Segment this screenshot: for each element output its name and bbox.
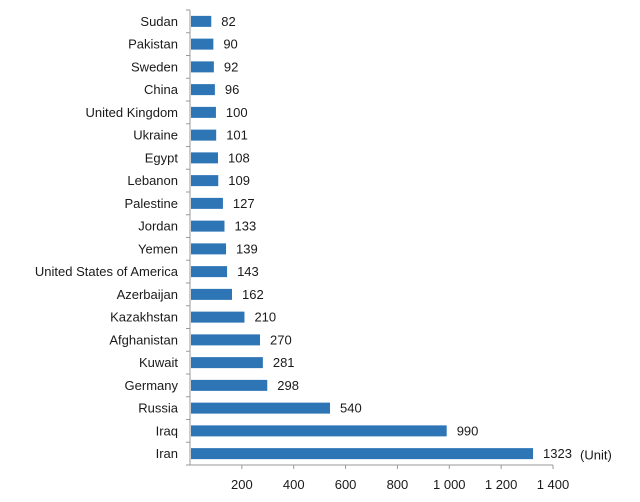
bar-pakistan: [191, 38, 214, 50]
value-label: 127: [233, 196, 255, 211]
value-labels: 82 90 92 96 100 101 108 109 127 133 139 143 162 210 27…: [221, 14, 572, 461]
category-label: United States of America: [35, 264, 179, 279]
category-label: Sweden: [131, 59, 178, 74]
value-label: 281: [273, 355, 295, 370]
bar-palestine: [191, 197, 223, 209]
bar-iran: [191, 448, 534, 460]
value-label: 109: [228, 173, 250, 188]
category-labels: Sudan Pakistan Sweden China United Kingdom Uk…: [35, 14, 179, 461]
value-label: 143: [237, 264, 259, 279]
bar-sweden: [191, 61, 214, 73]
category-label: Germany: [125, 378, 179, 393]
x-tick-label: 1 200: [485, 477, 518, 492]
bar-ukraine: [191, 129, 217, 141]
value-label: 101: [226, 128, 248, 143]
value-label: 100: [226, 105, 248, 120]
value-label: 162: [242, 287, 264, 302]
category-label: Russia: [138, 401, 179, 416]
value-label: 210: [254, 310, 276, 325]
value-label: 90: [223, 37, 237, 52]
value-label: 270: [270, 332, 292, 347]
value-label: 108: [228, 150, 250, 165]
category-label: Lebanon: [127, 173, 178, 188]
bar-egypt: [191, 152, 219, 164]
bars-group: [191, 15, 534, 460]
bar-germany: [191, 379, 268, 391]
bar-united-kingdom: [191, 106, 216, 118]
category-label: Egypt: [145, 150, 179, 165]
category-label: Iraq: [156, 423, 178, 438]
x-tick-label: 800: [387, 477, 409, 492]
bar-kuwait: [191, 357, 263, 369]
category-label: Iran: [156, 446, 178, 461]
value-label: 298: [277, 378, 299, 393]
x-tick-label: 400: [283, 477, 305, 492]
bar-yemen: [191, 243, 227, 255]
value-label: 1323: [543, 446, 572, 461]
bar-azerbaijan: [191, 288, 233, 300]
category-label: Afghanistan: [109, 332, 178, 347]
bar-iraq: [191, 425, 447, 437]
unit-label: (Unit): [580, 448, 612, 463]
x-axis-ticks: 200 400 600 800 1 000 1 200 1 400: [186, 9, 570, 492]
value-label: 92: [224, 59, 238, 74]
category-label: Azerbaijan: [117, 287, 178, 302]
x-tick-label: 200: [231, 477, 253, 492]
category-label: Jordan: [138, 219, 178, 234]
value-label: 540: [340, 401, 362, 416]
bar-kazakhstan: [191, 311, 245, 323]
value-label: 133: [234, 219, 256, 234]
category-label: United Kingdom: [86, 105, 179, 120]
category-label: Yemen: [138, 241, 178, 256]
category-label: Ukraine: [133, 128, 178, 143]
bar-sudan: [191, 15, 212, 27]
value-label: 139: [236, 241, 258, 256]
bar-jordan: [191, 220, 225, 232]
category-label: Kazakhstan: [110, 310, 178, 325]
category-label: Pakistan: [128, 37, 178, 52]
category-label: Sudan: [140, 14, 178, 29]
value-label: 96: [225, 82, 239, 97]
x-tick-label: 1 000: [433, 477, 466, 492]
bar-afghanistan: [191, 334, 261, 346]
bar-united-states-of-america: [191, 266, 228, 278]
bar-lebanon: [191, 175, 219, 187]
x-tick-label: 600: [335, 477, 357, 492]
bar-china: [191, 84, 215, 96]
category-label: China: [144, 82, 179, 97]
category-label: Kuwait: [139, 355, 178, 370]
category-label: Palestine: [125, 196, 178, 211]
value-label: 990: [457, 423, 479, 438]
x-tick-label: 1 400: [537, 477, 570, 492]
bar-russia: [191, 402, 331, 414]
value-label: 82: [221, 14, 235, 29]
